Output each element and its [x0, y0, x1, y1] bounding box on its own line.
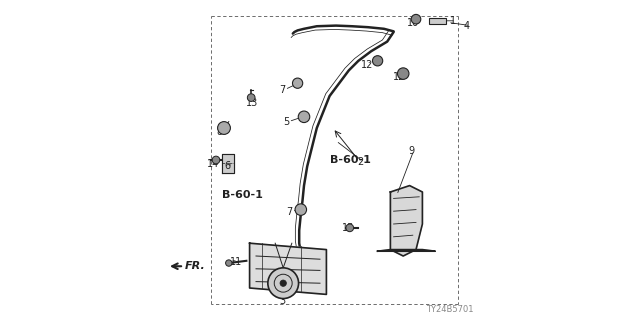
Text: 14: 14 — [207, 159, 220, 169]
Polygon shape — [250, 243, 326, 294]
Text: 6: 6 — [225, 161, 231, 171]
Text: 7: 7 — [279, 85, 285, 95]
Text: FR.: FR. — [185, 261, 205, 271]
Circle shape — [226, 260, 232, 266]
Circle shape — [346, 224, 353, 232]
Circle shape — [295, 204, 307, 215]
Circle shape — [218, 122, 230, 134]
Polygon shape — [390, 186, 422, 256]
Text: 7: 7 — [287, 207, 292, 217]
Text: 11: 11 — [230, 257, 242, 267]
Circle shape — [412, 14, 421, 24]
Text: 4: 4 — [464, 21, 470, 31]
Text: 10: 10 — [408, 18, 420, 28]
Text: 3: 3 — [279, 296, 285, 307]
Circle shape — [247, 94, 255, 101]
Text: 12: 12 — [393, 72, 405, 83]
Text: 15: 15 — [342, 223, 354, 233]
Text: TY24B5701: TY24B5701 — [426, 305, 474, 314]
Circle shape — [372, 56, 383, 66]
Text: 2: 2 — [357, 157, 364, 167]
Circle shape — [292, 78, 303, 88]
Circle shape — [268, 268, 298, 299]
Polygon shape — [223, 154, 234, 173]
Text: 5: 5 — [283, 117, 289, 127]
Circle shape — [280, 280, 287, 286]
Text: 9: 9 — [408, 146, 414, 156]
Text: 1: 1 — [450, 16, 456, 26]
Text: 8: 8 — [216, 127, 223, 137]
Text: 12: 12 — [361, 60, 373, 70]
Circle shape — [298, 111, 310, 123]
Circle shape — [397, 68, 409, 79]
Polygon shape — [378, 250, 435, 251]
Circle shape — [212, 156, 220, 164]
Bar — [429, 18, 447, 24]
Text: 13: 13 — [246, 98, 258, 108]
Text: B-60-1: B-60-1 — [330, 155, 371, 165]
Text: B-60-1: B-60-1 — [223, 190, 263, 200]
